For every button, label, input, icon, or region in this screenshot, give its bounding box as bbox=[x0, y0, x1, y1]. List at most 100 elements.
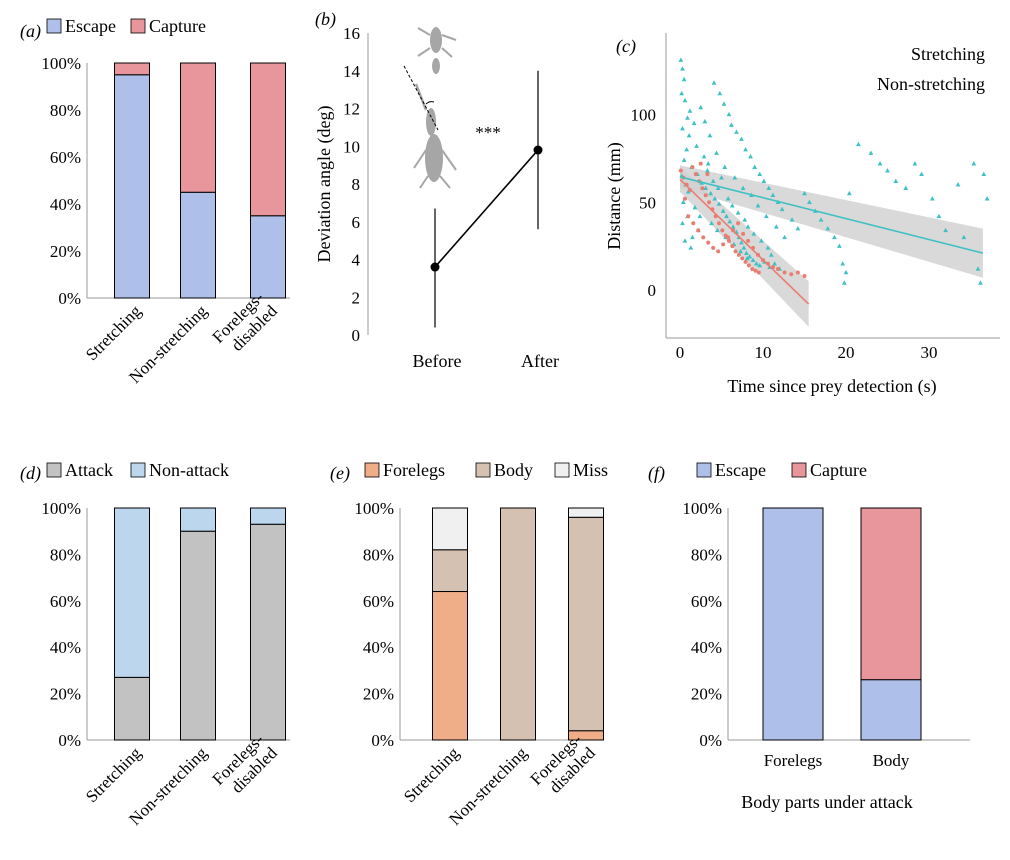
data-point bbox=[680, 66, 685, 71]
y-tick-label: 10 bbox=[343, 137, 360, 156]
data-point bbox=[765, 245, 771, 250]
data-point bbox=[818, 217, 824, 222]
insect-bottom-body-icon bbox=[425, 134, 443, 182]
y-tick-label: 80% bbox=[691, 545, 722, 564]
data-point bbox=[730, 244, 735, 249]
data-point bbox=[744, 255, 750, 261]
y-tick-label: 0% bbox=[371, 731, 394, 750]
data-point bbox=[701, 235, 706, 240]
data-point bbox=[691, 221, 696, 226]
chart-a: Escape Capture 0% 20% 40% 60% 80% 100% Stretchin… bbox=[41, 16, 290, 387]
insect-bottom-thorax-icon bbox=[426, 108, 436, 136]
bar-escape-0 bbox=[114, 74, 150, 299]
data-point bbox=[955, 182, 961, 187]
data-point bbox=[846, 190, 852, 196]
y-tick-label: 0% bbox=[699, 731, 722, 750]
data-point bbox=[836, 243, 842, 248]
bar-body-1 bbox=[500, 507, 536, 741]
y-tick-label: 16 bbox=[343, 24, 360, 43]
data-point bbox=[682, 238, 688, 243]
data-point bbox=[779, 206, 785, 212]
bar-non-attack-0 bbox=[114, 507, 150, 678]
data-point bbox=[775, 266, 780, 271]
data-point bbox=[840, 261, 846, 266]
x-category-label: After bbox=[521, 351, 559, 371]
bar-capture-2 bbox=[250, 62, 286, 217]
data-point bbox=[753, 261, 759, 266]
data-point bbox=[919, 171, 924, 176]
legend-label-non-stretching: Non-stretching bbox=[877, 74, 985, 94]
data-point bbox=[714, 227, 720, 233]
data-point bbox=[687, 108, 693, 113]
legend-swatch-capture bbox=[791, 462, 807, 478]
bar-attack-2 bbox=[250, 523, 286, 741]
insect-top-head-icon bbox=[432, 58, 440, 74]
x-category-label: Stretching bbox=[82, 301, 145, 364]
data-point bbox=[682, 196, 687, 201]
bar-capture-1 bbox=[180, 62, 216, 193]
data-point bbox=[741, 245, 747, 250]
data-point bbox=[715, 185, 721, 191]
data-point bbox=[707, 200, 712, 205]
legend-swatch-attack bbox=[46, 462, 62, 478]
data-point bbox=[745, 224, 751, 229]
y-tick-label: 80% bbox=[50, 545, 81, 564]
y-tick-label: 20% bbox=[50, 685, 81, 704]
chart-c: 0 50 100 0 10 20 30 Distance (mm) Time since pre… bbox=[604, 33, 1000, 397]
data-point bbox=[768, 252, 774, 257]
data-point bbox=[720, 208, 726, 213]
y-tick-label: 4 bbox=[352, 251, 361, 270]
data-point bbox=[716, 201, 722, 206]
data-point bbox=[700, 186, 705, 191]
data-point bbox=[690, 234, 695, 240]
y-tick-label: 0% bbox=[58, 731, 81, 750]
x-category-label: Forelegs bbox=[764, 751, 823, 770]
data-point bbox=[868, 150, 874, 155]
x-category-label: Body bbox=[873, 751, 910, 770]
data-point bbox=[975, 266, 981, 271]
data-point bbox=[697, 213, 703, 219]
data-point bbox=[750, 266, 755, 271]
data-point bbox=[743, 259, 748, 264]
panel-label-d: (d) bbox=[20, 463, 41, 484]
data-point bbox=[766, 185, 772, 191]
data-point bbox=[722, 164, 728, 169]
data-point bbox=[978, 280, 983, 285]
insect-leg-icon bbox=[441, 47, 453, 58]
y-axis-title: Deviation angle (deg) bbox=[314, 106, 335, 263]
x-tick-label: 10 bbox=[755, 343, 772, 362]
data-point bbox=[738, 248, 743, 254]
legend-swatch-forelegs bbox=[364, 462, 380, 478]
y-tick-label: 12 bbox=[343, 100, 360, 119]
data-point bbox=[903, 185, 909, 191]
y-tick-label: 20% bbox=[363, 685, 394, 704]
legend-swatch-capture bbox=[130, 18, 146, 34]
y-tick-label: 20% bbox=[50, 242, 81, 261]
y-tick-label: 0 bbox=[352, 326, 361, 345]
legend-swatch-non-attack bbox=[130, 462, 146, 478]
bar-body-2 bbox=[568, 516, 604, 732]
data-point bbox=[717, 90, 723, 96]
data-point bbox=[682, 97, 688, 103]
data-point bbox=[739, 240, 744, 245]
data-point bbox=[936, 213, 942, 219]
bar-capture-1 bbox=[860, 507, 922, 681]
chart-f: Escape Capture 0% 20% 40% 60% 80% 100% Forelegs B… bbox=[682, 460, 970, 812]
y-tick-label: 2 bbox=[352, 288, 361, 307]
data-point bbox=[692, 204, 698, 210]
data-point bbox=[795, 225, 801, 231]
data-point bbox=[761, 178, 767, 183]
data-point bbox=[680, 220, 685, 226]
data-point bbox=[680, 199, 686, 205]
data-point bbox=[706, 240, 711, 245]
data-point bbox=[736, 252, 741, 257]
data-point bbox=[681, 76, 687, 82]
insect-leg-icon bbox=[441, 34, 457, 41]
data-point bbox=[719, 175, 724, 180]
data-point bbox=[961, 234, 967, 240]
data-point bbox=[730, 224, 736, 229]
x-category-label: Stretching bbox=[400, 743, 463, 806]
data-point bbox=[694, 143, 699, 148]
data-point bbox=[686, 132, 692, 138]
